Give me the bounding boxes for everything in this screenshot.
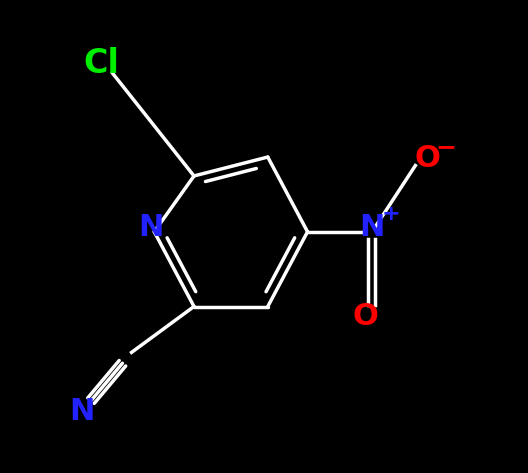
Text: −: − bbox=[436, 135, 457, 158]
Text: N: N bbox=[138, 213, 163, 243]
Text: O: O bbox=[414, 144, 440, 173]
Text: O: O bbox=[353, 302, 379, 332]
Text: Cl: Cl bbox=[83, 47, 119, 80]
Text: +: + bbox=[381, 204, 400, 224]
Text: N: N bbox=[69, 397, 95, 426]
Text: N: N bbox=[359, 213, 384, 243]
